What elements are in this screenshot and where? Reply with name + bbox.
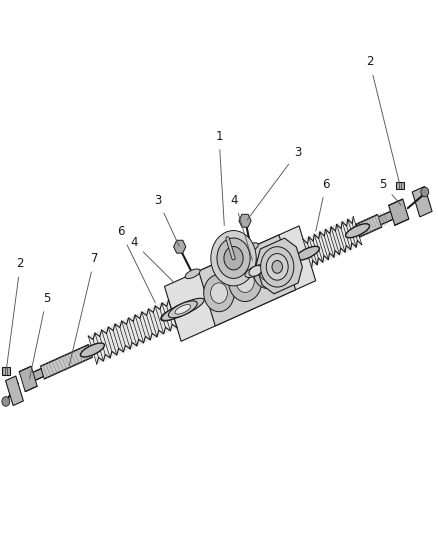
Circle shape <box>204 274 234 312</box>
Polygon shape <box>173 240 186 253</box>
Text: 2: 2 <box>7 257 24 368</box>
Text: 4: 4 <box>230 193 252 260</box>
Circle shape <box>272 261 283 273</box>
Polygon shape <box>256 238 302 294</box>
Circle shape <box>217 238 250 278</box>
Ellipse shape <box>169 301 197 318</box>
Ellipse shape <box>249 265 262 276</box>
Circle shape <box>266 254 288 280</box>
Ellipse shape <box>185 269 200 279</box>
Ellipse shape <box>161 307 185 321</box>
Polygon shape <box>389 199 409 225</box>
Circle shape <box>236 270 254 293</box>
Ellipse shape <box>295 246 319 260</box>
Polygon shape <box>378 211 395 225</box>
Text: 4: 4 <box>130 236 173 281</box>
Polygon shape <box>356 215 381 237</box>
Circle shape <box>253 254 281 288</box>
Circle shape <box>211 283 227 303</box>
Text: 5: 5 <box>29 292 50 379</box>
Text: 3: 3 <box>154 193 179 246</box>
Text: 1: 1 <box>215 130 224 225</box>
Circle shape <box>211 231 256 286</box>
Circle shape <box>421 187 429 197</box>
Polygon shape <box>165 226 316 341</box>
Circle shape <box>224 246 243 270</box>
Polygon shape <box>239 214 251 227</box>
Circle shape <box>261 247 294 287</box>
Polygon shape <box>303 217 362 267</box>
Circle shape <box>2 397 10 406</box>
Ellipse shape <box>162 298 204 320</box>
Text: 6: 6 <box>117 225 155 303</box>
Ellipse shape <box>245 264 266 278</box>
Text: 5: 5 <box>379 177 401 205</box>
Polygon shape <box>2 367 10 375</box>
Polygon shape <box>396 182 404 189</box>
Ellipse shape <box>175 304 191 314</box>
Polygon shape <box>40 345 92 378</box>
Text: 3: 3 <box>247 146 301 220</box>
Ellipse shape <box>244 243 258 253</box>
Polygon shape <box>88 300 177 364</box>
Text: 7: 7 <box>69 252 98 366</box>
Polygon shape <box>31 369 43 381</box>
Polygon shape <box>19 366 37 392</box>
Circle shape <box>260 262 275 281</box>
Ellipse shape <box>346 224 370 238</box>
Ellipse shape <box>81 343 104 357</box>
Polygon shape <box>6 376 23 406</box>
Polygon shape <box>198 235 296 326</box>
Text: 2: 2 <box>366 55 399 183</box>
Text: 6: 6 <box>316 177 330 231</box>
Circle shape <box>229 261 261 302</box>
Polygon shape <box>412 187 432 217</box>
